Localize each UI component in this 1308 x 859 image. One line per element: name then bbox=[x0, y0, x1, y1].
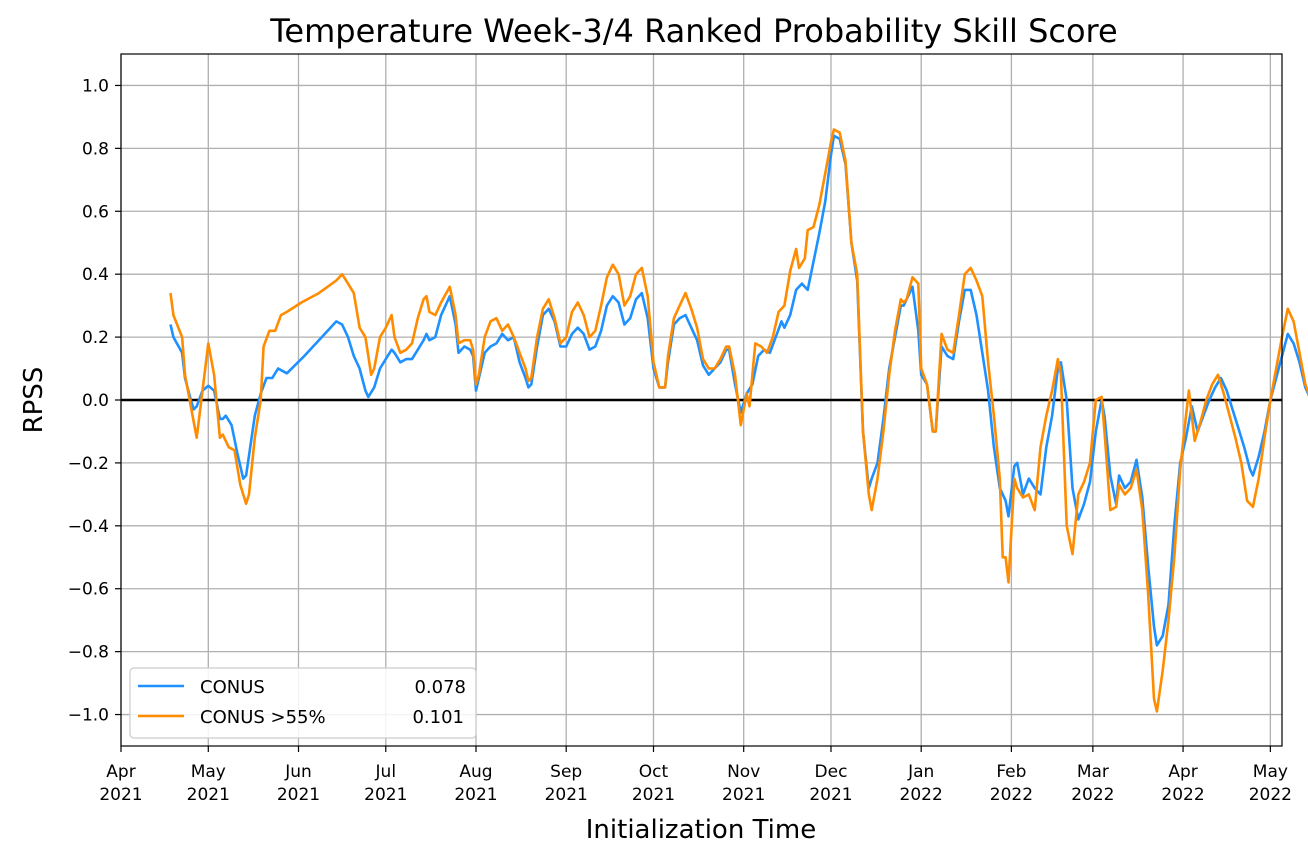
x-tick-month: May bbox=[191, 762, 226, 782]
x-tick-month: May bbox=[1253, 762, 1288, 782]
x-tick-year: 2021 bbox=[454, 785, 497, 805]
y-axis-label: RPSS bbox=[19, 367, 49, 434]
x-tick-year: 2021 bbox=[277, 785, 320, 805]
y-tick-label: −0.2 bbox=[68, 454, 109, 474]
legend: CONUS 0.078 CONUS >55% 0.101 bbox=[129, 667, 477, 739]
y-tick-label: 1.0 bbox=[82, 76, 109, 96]
x-tick-month: Jul bbox=[375, 762, 397, 782]
legend-score-conus: 0.078 bbox=[414, 677, 466, 698]
x-tick-month: Jan bbox=[907, 762, 934, 782]
y-tick-label: −0.8 bbox=[68, 643, 109, 663]
x-tick-month: Sep bbox=[550, 762, 582, 782]
x-tick-month: Aug bbox=[459, 762, 492, 782]
x-axis-label: Initialization Time bbox=[586, 815, 816, 845]
x-tick-month: Oct bbox=[639, 762, 669, 782]
y-tick-label: −0.4 bbox=[68, 517, 109, 537]
legend-label-conus: CONUS bbox=[200, 677, 265, 698]
legend-box bbox=[129, 667, 477, 739]
legend-label-conus-55: CONUS >55% bbox=[200, 707, 326, 728]
y-tick-label: 0.0 bbox=[82, 391, 109, 411]
x-tick-year: 2021 bbox=[364, 785, 407, 805]
x-tick-year: 2021 bbox=[722, 785, 765, 805]
legend-score-conus-55: 0.101 bbox=[412, 707, 464, 728]
y-tick-label: 0.6 bbox=[82, 202, 109, 222]
x-tick-year: 2022 bbox=[900, 785, 943, 805]
x-tick-month: Nov bbox=[727, 762, 760, 782]
series-lines bbox=[169, 128, 1308, 713]
x-tick-month: Mar bbox=[1077, 762, 1109, 782]
y-axis-ticks: −1.0 −0.8 −0.6 −0.4 −0.2 0.0 0.2 0.4 0.6 0.8 1.0 bbox=[68, 76, 121, 726]
x-tick-year: 2022 bbox=[990, 785, 1033, 805]
x-tick-month: Apr bbox=[1168, 762, 1197, 782]
x-tick-year: 2022 bbox=[1161, 785, 1204, 805]
y-tick-label: 0.2 bbox=[82, 328, 109, 348]
x-tick-month: Apr bbox=[106, 762, 135, 782]
x-axis-ticks: Apr 2021 May 2021 Jun 2021 Jul 2021 Aug 2021 Sep 20… bbox=[99, 746, 1292, 805]
x-tick-year: 2021 bbox=[809, 785, 852, 805]
x-tick-year: 2021 bbox=[632, 785, 675, 805]
x-tick-year: 2021 bbox=[99, 785, 142, 805]
y-tick-label: −1.0 bbox=[68, 706, 109, 726]
series-line-conus-55 bbox=[169, 128, 1308, 713]
x-tick-month: Dec bbox=[815, 762, 848, 782]
x-tick-year: 2021 bbox=[187, 785, 230, 805]
x-tick-month: Feb bbox=[996, 762, 1026, 782]
y-tick-label: 0.8 bbox=[82, 139, 109, 159]
x-tick-year: 2021 bbox=[545, 785, 588, 805]
y-tick-label: 0.4 bbox=[82, 265, 109, 285]
x-tick-month: Jun bbox=[284, 762, 312, 782]
x-tick-year: 2022 bbox=[1249, 785, 1292, 805]
chart-title: Temperature Week-3/4 Ranked Probability … bbox=[269, 12, 1117, 50]
y-tick-label: −0.6 bbox=[68, 580, 109, 600]
x-tick-year: 2022 bbox=[1071, 785, 1114, 805]
series-line-conus bbox=[169, 134, 1308, 647]
